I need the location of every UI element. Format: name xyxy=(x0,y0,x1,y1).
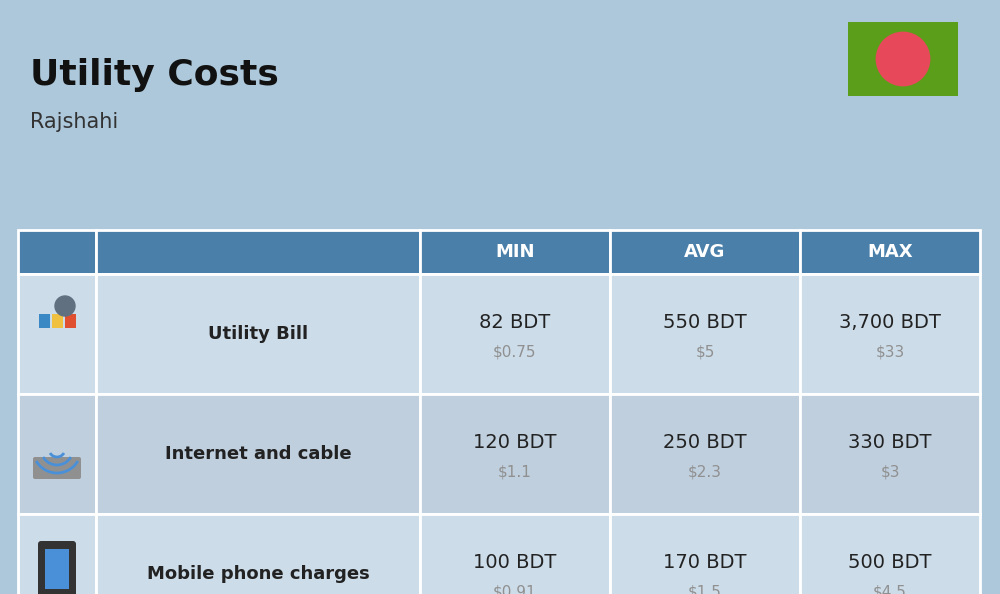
Bar xyxy=(420,514,610,594)
Circle shape xyxy=(55,296,75,316)
Bar xyxy=(96,230,420,274)
Bar xyxy=(420,274,610,394)
Text: Utility Costs: Utility Costs xyxy=(30,58,279,92)
Bar xyxy=(800,274,980,394)
Bar xyxy=(65,314,76,328)
Text: MAX: MAX xyxy=(867,243,913,261)
Text: 250 BDT: 250 BDT xyxy=(663,432,747,451)
Text: 82 BDT: 82 BDT xyxy=(479,312,551,331)
Text: 550 BDT: 550 BDT xyxy=(663,312,747,331)
FancyBboxPatch shape xyxy=(38,541,76,594)
Bar xyxy=(610,274,800,394)
Bar xyxy=(45,549,69,589)
Text: Utility Bill: Utility Bill xyxy=(208,325,308,343)
Text: 330 BDT: 330 BDT xyxy=(848,432,932,451)
Text: $3: $3 xyxy=(880,465,900,479)
Bar xyxy=(420,394,610,514)
Text: Mobile phone charges: Mobile phone charges xyxy=(147,565,369,583)
Text: 3,700 BDT: 3,700 BDT xyxy=(839,312,941,331)
Bar xyxy=(800,514,980,594)
Text: $5: $5 xyxy=(695,345,715,359)
Bar xyxy=(420,230,610,274)
Text: 100 BDT: 100 BDT xyxy=(473,552,557,571)
Bar xyxy=(800,230,980,274)
Text: $2.3: $2.3 xyxy=(688,465,722,479)
Bar xyxy=(96,514,420,594)
Text: 500 BDT: 500 BDT xyxy=(848,552,932,571)
Text: $0.75: $0.75 xyxy=(493,345,537,359)
Bar xyxy=(96,394,420,514)
Text: AVG: AVG xyxy=(684,243,726,261)
Bar xyxy=(610,394,800,514)
Text: $1.5: $1.5 xyxy=(688,584,722,594)
Text: $33: $33 xyxy=(875,345,905,359)
Bar xyxy=(18,394,96,514)
Bar xyxy=(610,230,800,274)
Bar xyxy=(52,314,63,328)
Bar xyxy=(18,230,96,274)
Text: Internet and cable: Internet and cable xyxy=(165,445,351,463)
Bar xyxy=(39,314,50,328)
Text: $0.91: $0.91 xyxy=(493,584,537,594)
FancyBboxPatch shape xyxy=(33,457,81,479)
Bar xyxy=(96,274,420,394)
Text: $1.1: $1.1 xyxy=(498,465,532,479)
Text: 120 BDT: 120 BDT xyxy=(473,432,557,451)
Bar xyxy=(610,514,800,594)
Ellipse shape xyxy=(876,31,930,86)
Text: 170 BDT: 170 BDT xyxy=(663,552,747,571)
Bar xyxy=(18,514,96,594)
Bar xyxy=(848,22,958,96)
Bar xyxy=(800,394,980,514)
Text: Rajshahi: Rajshahi xyxy=(30,112,118,132)
Bar xyxy=(18,274,96,394)
Text: $4.5: $4.5 xyxy=(873,584,907,594)
Text: MIN: MIN xyxy=(495,243,535,261)
